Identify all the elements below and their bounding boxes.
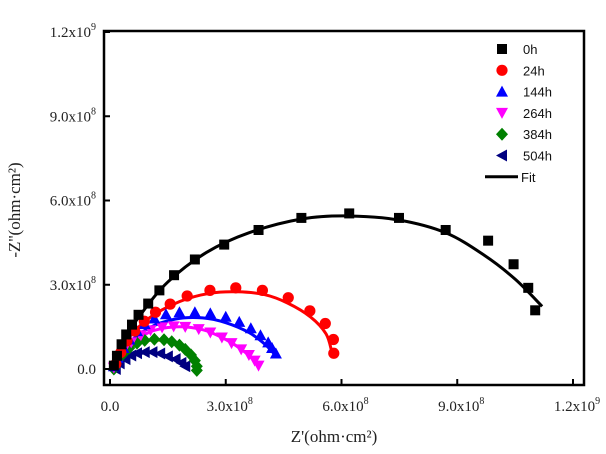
x-tick-label: 6.0x108 bbox=[322, 396, 368, 415]
data-markers bbox=[107, 208, 541, 377]
legend-marker-504h bbox=[496, 149, 507, 162]
data-point-0h bbox=[530, 305, 541, 316]
series-0h bbox=[108, 208, 541, 371]
y-tick-label: 9.0x108 bbox=[50, 106, 96, 125]
series-24h bbox=[110, 282, 340, 370]
data-point-264h bbox=[179, 321, 192, 333]
data-point-24h bbox=[319, 317, 331, 330]
data-point-0h bbox=[126, 319, 137, 330]
data-point-264h bbox=[242, 349, 255, 361]
x-tick-label: 0.0 bbox=[101, 399, 120, 415]
data-point-0h bbox=[111, 350, 122, 361]
data-point-264h bbox=[235, 344, 248, 356]
data-point-0h bbox=[344, 208, 355, 219]
data-point-264h bbox=[156, 322, 169, 334]
data-point-0h bbox=[189, 254, 200, 265]
data-point-24h bbox=[327, 333, 339, 346]
legend-item-fit: Fit bbox=[485, 170, 536, 185]
data-point-264h bbox=[252, 360, 265, 372]
data-point-0h bbox=[393, 212, 404, 223]
legend-marker-24h bbox=[496, 64, 508, 76]
x-tick-label: 3.0x108 bbox=[207, 396, 253, 415]
data-point-144h bbox=[159, 308, 172, 320]
data-point-504h bbox=[146, 346, 158, 359]
data-point-0h bbox=[523, 282, 534, 293]
data-point-144h bbox=[173, 306, 186, 318]
legend-item-504h: 504h bbox=[496, 149, 552, 164]
data-point-0h bbox=[508, 259, 519, 270]
legend-marker-0h bbox=[497, 44, 507, 54]
y-tick-label: 6.0x108 bbox=[50, 191, 96, 210]
data-point-0h bbox=[121, 329, 132, 340]
y-tick-label: 1.2x109 bbox=[50, 22, 96, 41]
data-point-24h bbox=[256, 284, 269, 296]
x-tick-label: 1.2x109 bbox=[554, 396, 600, 415]
legend-label: 0h bbox=[523, 42, 537, 57]
data-point-0h bbox=[440, 224, 451, 235]
data-point-144h bbox=[219, 310, 232, 322]
data-point-264h bbox=[167, 321, 180, 333]
legend: 0h 24h 144h 264h 384h 504h Fit bbox=[485, 42, 552, 185]
data-point-24h bbox=[230, 282, 242, 294]
data-point-0h bbox=[169, 270, 180, 281]
y-tick-label: 0.0 bbox=[77, 362, 96, 378]
data-point-24h bbox=[164, 298, 176, 310]
data-point-144h bbox=[188, 306, 201, 318]
data-point-264h bbox=[192, 324, 205, 336]
data-point-0h bbox=[133, 309, 144, 320]
legend-label: 264h bbox=[523, 106, 552, 121]
series-504h bbox=[109, 346, 191, 375]
data-point-24h bbox=[282, 292, 294, 304]
axis-ticks: 0.0 3.0x108 6.0x108 9.0x108 1.2x109 0.0 3.0x10… bbox=[50, 22, 600, 415]
data-point-0h bbox=[296, 212, 307, 223]
data-point-504h bbox=[179, 360, 191, 373]
data-point-264h bbox=[215, 332, 228, 344]
data-point-144h bbox=[148, 312, 161, 324]
legend-item-384h: 384h bbox=[496, 127, 552, 142]
data-point-0h bbox=[108, 360, 119, 371]
legend-label: 144h bbox=[523, 85, 552, 100]
data-point-0h bbox=[253, 224, 264, 235]
data-point-144h bbox=[204, 307, 217, 319]
data-point-384h bbox=[190, 363, 203, 377]
legend-marker-384h bbox=[496, 127, 508, 141]
data-point-504h bbox=[138, 346, 150, 359]
data-point-144h bbox=[244, 322, 257, 334]
legend-marker-264h bbox=[496, 107, 508, 119]
data-point-504h bbox=[131, 347, 143, 360]
data-point-0h bbox=[116, 339, 127, 350]
data-point-0h bbox=[483, 235, 494, 246]
legend-item-144h: 144h bbox=[496, 85, 552, 100]
legend-label: 384h bbox=[523, 127, 552, 142]
plot-frame bbox=[102, 29, 586, 387]
legend-marker-144h bbox=[496, 85, 508, 97]
data-point-144h bbox=[233, 315, 246, 327]
x-axis-label: Z'(ohm·cm²) bbox=[291, 427, 378, 446]
data-point-384h bbox=[148, 332, 161, 346]
legend-item-0h: 0h bbox=[497, 42, 537, 57]
legend-label: 504h bbox=[523, 149, 552, 164]
data-point-24h bbox=[181, 290, 193, 302]
data-point-24h bbox=[149, 306, 162, 318]
data-point-144h bbox=[269, 347, 282, 359]
data-point-0h bbox=[143, 298, 154, 309]
data-point-264h bbox=[225, 338, 238, 350]
x-tick-label: 9.0x108 bbox=[438, 396, 484, 415]
legend-label: Fit bbox=[521, 170, 536, 185]
data-point-0h bbox=[154, 285, 165, 296]
data-point-144h bbox=[254, 329, 267, 341]
data-point-24h bbox=[304, 305, 316, 317]
y-tick-label: 3.0x108 bbox=[50, 275, 96, 294]
legend-item-264h: 264h bbox=[496, 106, 552, 121]
y-axis-label: -Z''(ohm·cm²) bbox=[5, 162, 24, 257]
data-point-24h bbox=[204, 284, 216, 296]
data-point-264h bbox=[204, 327, 217, 339]
legend-label: 24h bbox=[523, 63, 545, 78]
data-point-24h bbox=[328, 347, 340, 359]
data-point-0h bbox=[219, 239, 230, 250]
legend-item-24h: 24h bbox=[496, 63, 545, 78]
